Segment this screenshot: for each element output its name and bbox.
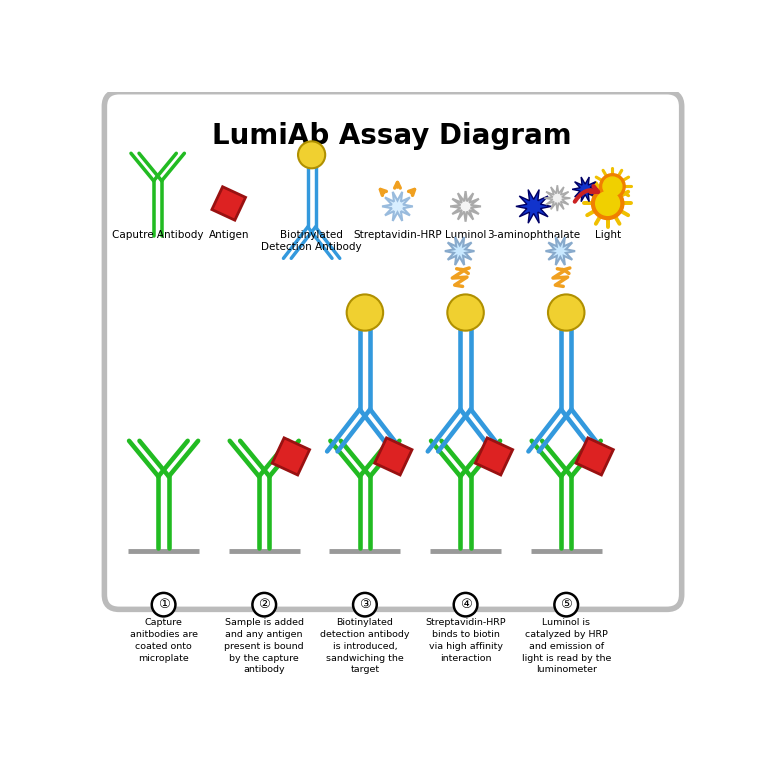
Circle shape (448, 294, 484, 331)
Circle shape (454, 593, 478, 617)
Text: ④: ④ (460, 598, 471, 611)
Text: Biotinylated
Detection Antibody: Biotinylated Detection Antibody (261, 230, 362, 251)
Polygon shape (544, 185, 571, 211)
Polygon shape (545, 237, 575, 265)
Polygon shape (475, 438, 513, 475)
Circle shape (298, 141, 325, 168)
Circle shape (555, 593, 578, 617)
Polygon shape (576, 438, 613, 475)
Text: Luminol: Luminol (445, 230, 486, 240)
Polygon shape (516, 189, 552, 223)
Circle shape (252, 593, 276, 617)
Polygon shape (445, 237, 474, 265)
Text: Light: Light (594, 230, 620, 240)
Text: ⑤: ⑤ (560, 598, 572, 611)
Circle shape (152, 593, 176, 617)
Circle shape (600, 173, 625, 199)
Polygon shape (374, 438, 412, 475)
Text: Biotinylated
detection antibody
is introduced,
sandwiching the
target: Biotinylated detection antibody is intro… (320, 618, 410, 675)
Circle shape (603, 177, 622, 196)
Polygon shape (572, 177, 598, 202)
FancyBboxPatch shape (122, 109, 664, 591)
Circle shape (596, 192, 620, 215)
Text: Streptavidin-HRP: Streptavidin-HRP (353, 230, 442, 240)
Text: ②: ② (258, 598, 270, 611)
Circle shape (347, 294, 383, 331)
FancyBboxPatch shape (105, 92, 681, 610)
Text: Capture
anitbodies are
coated onto
microplate: Capture anitbodies are coated onto micro… (130, 618, 198, 662)
Text: Sample is added
and any antigen
present is bound
by the capture
antibody: Sample is added and any antigen present … (225, 618, 304, 675)
Text: Caputre Antibody: Caputre Antibody (112, 230, 203, 240)
Polygon shape (272, 438, 309, 475)
Polygon shape (450, 191, 481, 222)
Text: 3-aminophthalate: 3-aminophthalate (487, 230, 580, 240)
Text: LumiAb Assay Diagram: LumiAb Assay Diagram (212, 121, 571, 150)
Circle shape (353, 593, 377, 617)
Text: Streptavidin-HRP
binds to biotin
via high affinity
interaction: Streptavidin-HRP binds to biotin via hig… (426, 618, 506, 662)
Circle shape (548, 294, 584, 331)
Text: Antigen: Antigen (209, 230, 249, 240)
Text: ③: ③ (359, 598, 371, 611)
Text: Luminol is
catalyzed by HRP
and emission of
light is read by the
luminometer: Luminol is catalyzed by HRP and emission… (522, 618, 611, 675)
Circle shape (591, 187, 624, 219)
Polygon shape (212, 186, 245, 220)
Polygon shape (382, 192, 413, 221)
Text: ①: ① (157, 598, 170, 611)
